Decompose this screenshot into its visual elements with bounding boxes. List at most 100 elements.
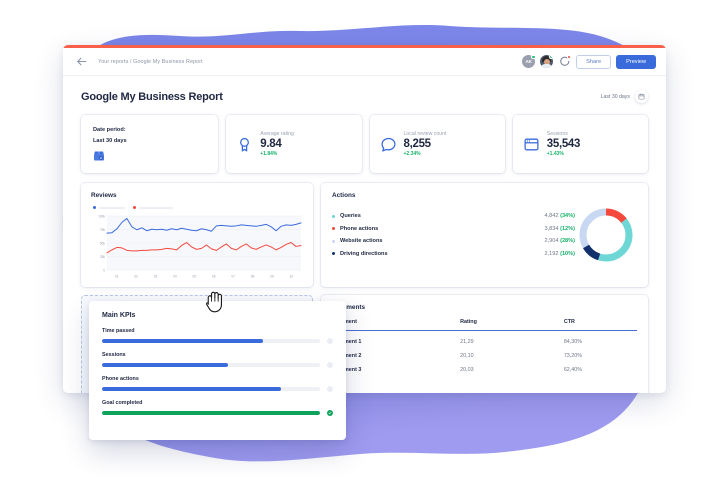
avatar-initials[interactable]: AK [522,54,536,68]
actions-donut-chart[interactable] [576,205,636,265]
date-range-label: Last 30 days [600,93,630,100]
comment-ctr-cell: 62,40% [563,367,583,373]
comment-name-cell: Comment 2 [332,353,362,359]
actions-value-percent: (12%) [560,225,575,232]
legend-item-series-1[interactable] [93,206,125,209]
kpi-progress-row [102,410,333,416]
kpi-progress-end-marker [327,338,333,344]
legend-dot-series-2 [133,206,136,209]
table-row[interactable]: Comment 2 20,10 73,20% [332,345,637,359]
grab-hand-cursor [206,291,223,313]
main-kpis-floating-card[interactable]: Main KPIs Time passed Sessions Phone actio… [89,301,346,440]
comments-col-comment[interactable]: Comment [332,319,461,331]
actions-panel: Actions Queries 4,842 (34%) Phone actions 3… [321,183,648,287]
kpi-text-group: Average rating 9.84 +1.84% [260,131,294,158]
reviews-x-tick: 08 [251,275,255,279]
kpi-progress-track[interactable] [102,411,320,415]
kpi-card-date-period[interactable]: Date period: Last 30 days [81,115,219,173]
reviews-x-tick: 06 [212,275,216,279]
kpi-card-sessions[interactable]: Sessions 35,543 +1.43% [512,115,648,173]
actions-legend-list: Queries 4,842 (34%) Phone actions 3,834 (12… [332,213,575,257]
kpi-progress-label: Goal completed [102,400,143,406]
back-arrow-icon[interactable] [75,55,88,68]
reviews-legend[interactable] [93,206,303,209]
kpi-label: Average rating [260,130,294,137]
avatar-photo[interactable] [540,55,554,68]
comments-col-rating[interactable]: Rating [460,319,564,331]
actions-legend-label: Website actions [340,238,383,245]
kpi-progress-fill [102,339,264,343]
preview-button[interactable]: Preview [616,54,656,69]
avatar-body-shape [541,64,553,68]
date-range-control[interactable]: Last 30 days [601,90,648,103]
comment-ctr-cell: 84,30% [563,339,583,345]
reviews-x-tick: 05 [193,275,197,279]
actions-legend-label: Phone actions [340,225,379,232]
reviews-y-tick: 25k [100,255,106,259]
breadcrumb[interactable]: Your reports / Google My Business Report [98,58,203,65]
browser-window-icon [524,138,539,150]
comments-table-head: Comment Rating CTR [332,319,637,331]
comment-bubble-icon [560,56,570,66]
kpi-value: 8,255 [403,137,432,150]
actions-value-percent: (34%) [560,213,575,220]
kpi-progress-end-marker [327,362,333,368]
actions-legend-row[interactable]: Queries 4,842 (34%) [332,213,575,219]
actions-value-number: 2,192 [544,250,559,257]
legend-placeholder-bar [139,206,173,209]
comment-name-cell: Comment 3 [332,367,362,373]
actions-legend-row[interactable]: Website actions 2,904 (28%) [332,238,575,244]
actions-title: Actions [332,192,356,199]
calendar-button[interactable] [635,90,648,103]
donut-segment-website-actions[interactable] [579,208,633,262]
kpi-progress-track[interactable] [102,363,320,367]
table-row[interactable]: Comment 1 21,29 84,30% [332,331,637,345]
kpi-progress-fill [102,411,320,415]
table-row[interactable]: Comment 3 20,03 62,40% [332,359,637,373]
kpi-progress-block: Time passed [102,328,333,344]
kpi-progress-track[interactable] [102,339,320,343]
actions-body: Queries 4,842 (34%) Phone actions 3,834 (12… [332,205,637,265]
legend-dot-series-1 [93,206,96,209]
share-button[interactable]: Share [576,54,612,69]
notifications-button[interactable] [558,55,572,68]
kpi-progress-row [102,338,333,344]
kpi-progress-block: Phone actions [102,376,333,392]
reviews-y-tick: 100k [98,215,105,219]
speech-bubble-icon [380,137,396,152]
actions-legend-row[interactable]: Driving directions 2,192 (10%) [332,251,575,257]
comment-rating-cell: 21,29 [460,339,474,345]
main-kpis-bar-list: Time passed Sessions Phone actions Goal com… [102,328,333,416]
actions-legend-dot [332,227,335,231]
mid-panel-row: Reviews 0 25k 50k 75k 100k 01 02 03 04 05 06 07 08 09… [81,183,648,287]
page-header: Google My Business Report Last 30 days [81,90,648,103]
kpi-progress-block: Goal completed [102,400,333,416]
online-status-dot [531,54,536,59]
date-period-value: Last 30 days [93,138,127,144]
actions-legend-row[interactable]: Phone actions 3,834 (12%) [332,226,575,232]
date-period-title: Date period: [93,126,126,133]
kpi-label: Sessions [546,130,568,137]
legend-item-series-2[interactable] [133,206,173,209]
kpi-card-average-rating[interactable]: Average rating 9.84 +1.84% [226,115,362,173]
main-kpis-title: Main KPIs [102,312,136,319]
legend-placeholder-bar [99,206,125,209]
actions-legend-label: Driving directions [340,250,388,257]
actions-value-number: 3,834 [544,225,559,232]
online-status-dot [549,55,554,59]
reviews-line-chart[interactable]: 0 25k 50k 75k 100k 01 02 03 04 05 06 07 08 09 10 [91,212,303,280]
kpi-card-local-review-count[interactable]: Local review count 8,255 +2.34% [369,115,505,173]
donut-segment-queries[interactable] [579,208,633,262]
reviews-x-tick: 02 [134,275,138,279]
reviews-y-tick: 0 [103,269,105,273]
kpi-progress-label: Phone actions [102,376,139,382]
kpi-progress-end-marker [327,410,333,416]
actions-value-percent: (28%) [560,238,575,245]
kpi-text-group: Local review count 8,255 +2.34% [404,131,447,158]
kpi-progress-track[interactable] [102,387,320,391]
google-my-business-icon [94,151,104,161]
kpi-delta: +1.84% [260,151,278,158]
actions-donut-wrap [575,205,637,265]
comments-col-ctr[interactable]: CTR [563,319,637,331]
actions-value-number: 4,842 [544,213,559,220]
